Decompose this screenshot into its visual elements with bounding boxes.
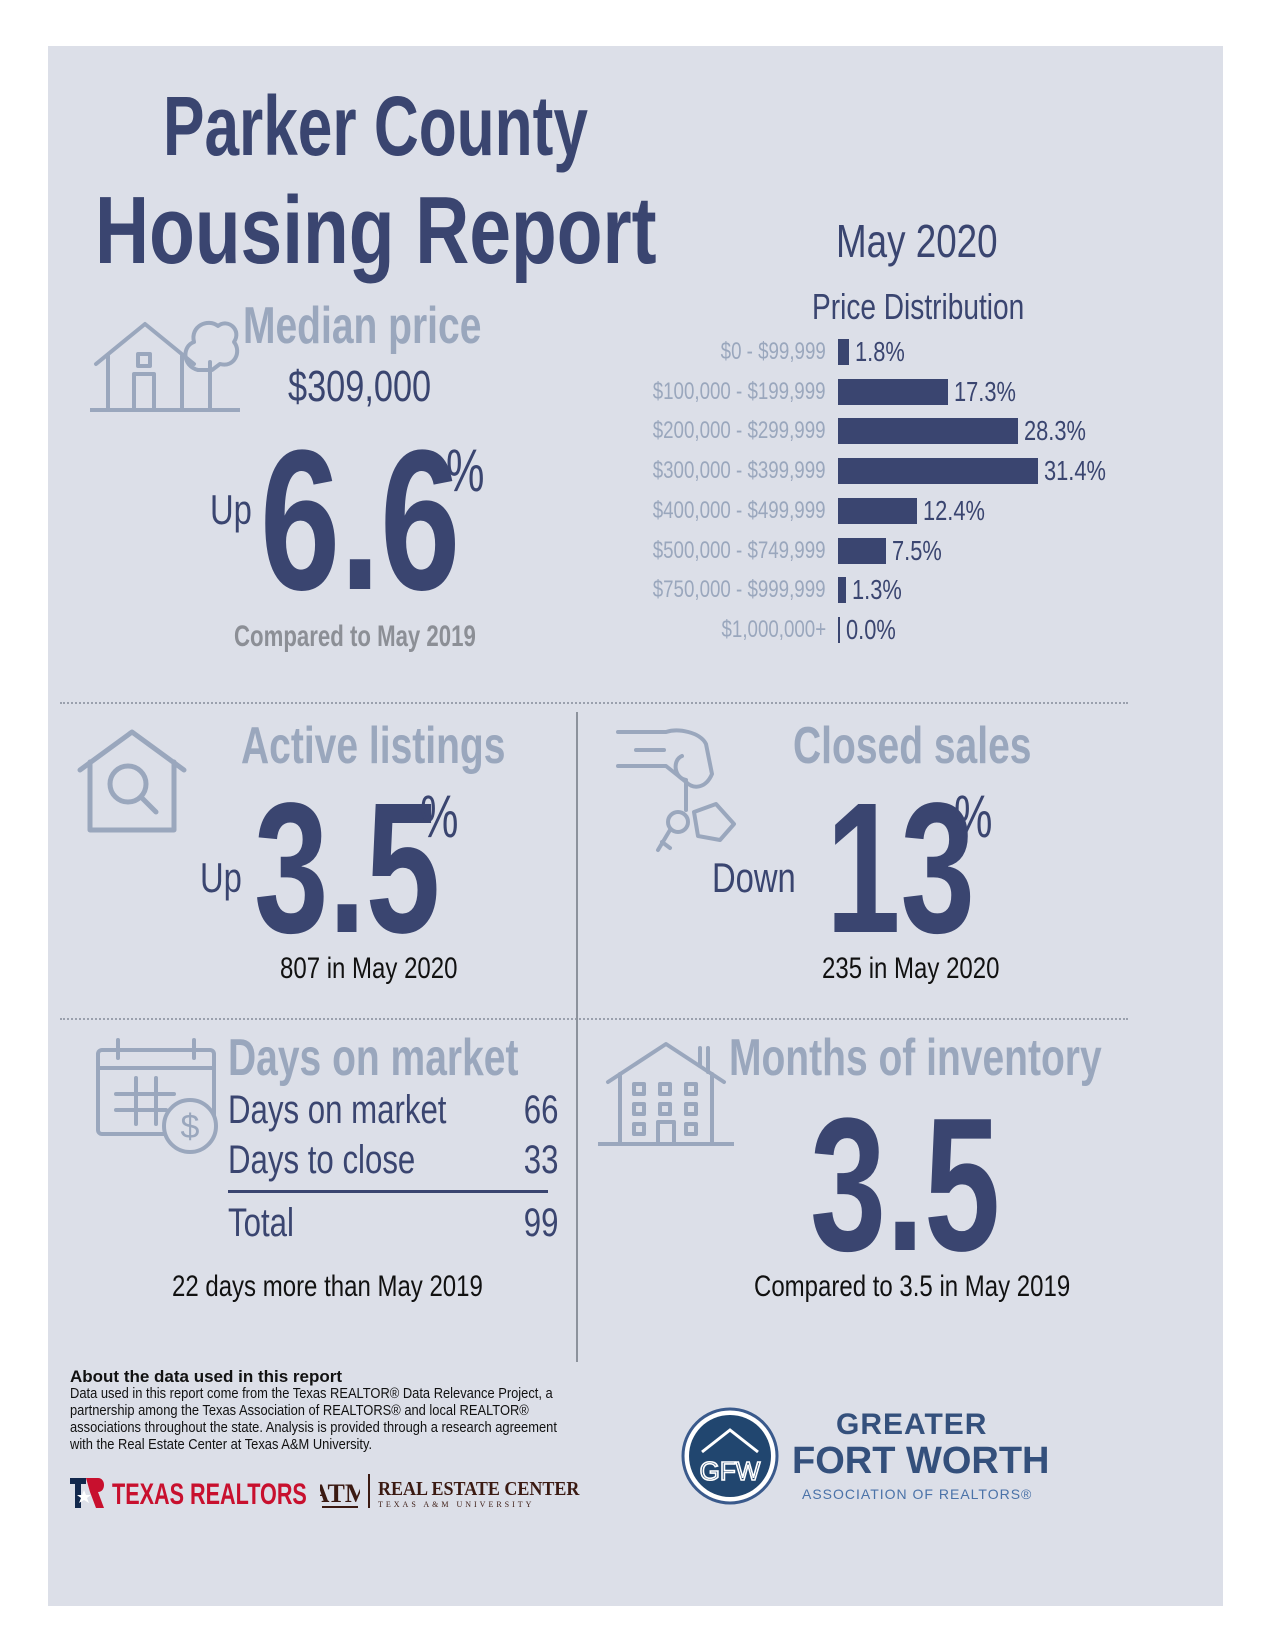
dom-row-value: 66: [523, 1088, 558, 1132]
price-bar: [838, 458, 1038, 485]
active-listings-heading: Active listings: [241, 717, 506, 775]
divider-vertical: [576, 712, 578, 1362]
days-on-market-heading: Days on market: [228, 1029, 519, 1087]
price-distribution-title: Price Distribution: [812, 286, 1025, 327]
price-bar: [838, 339, 850, 365]
price-bar: [838, 378, 949, 405]
calendar-dollar-icon: $: [96, 1038, 218, 1154]
total-rule: [228, 1190, 548, 1193]
gfw-fort-worth: FORT WORTH: [792, 1440, 1050, 1482]
apartment-building-icon: [598, 1042, 734, 1146]
price-bar-value-label: 1.8%: [855, 336, 906, 367]
dom-row-days-on-market: Days on market 66: [228, 1088, 558, 1133]
price-bar-category-label: $400,000 - $499,999: [653, 496, 826, 524]
svg-text:ATM: ATM: [320, 1479, 360, 1508]
price-bar: [838, 497, 917, 524]
price-bar: [838, 577, 847, 604]
active-percent-sign: %: [420, 783, 459, 850]
price-bar-value-label: 1.3%: [852, 574, 903, 606]
months-inventory-note: Compared to 3.5 in May 2019: [754, 1270, 1071, 1303]
price-bar-row: $200,000 - $299,999 28.3%: [653, 415, 1218, 447]
closed-sales-note: 235 in May 2020: [822, 952, 1000, 985]
price-bar-row: $100,000 - $199,999 17.3%: [653, 375, 1218, 407]
median-price-direction: Up: [210, 486, 252, 533]
dom-row-days-to-close: Days to close 33: [228, 1138, 558, 1183]
price-bar-category-label: $300,000 - $399,999: [653, 457, 826, 485]
texas-realtors-logo: TEXAS REALTORS: [70, 1474, 307, 1511]
price-bar: [838, 616, 840, 643]
divider-top: [60, 702, 1128, 704]
hand-keys-icon: [616, 728, 736, 852]
median-price-heading: Median price: [243, 297, 482, 355]
price-bar-category-label: $750,000 - $999,999: [653, 576, 826, 604]
active-listings-percent: 3.5: [254, 765, 441, 972]
price-bar-row: $750,000 - $999,999 1.3%: [653, 574, 1218, 606]
median-comparison: Compared to May 2019: [234, 620, 476, 653]
months-inventory-heading: Months of inventory: [729, 1029, 1102, 1087]
texas-realtors-text: TEXAS REALTORS: [112, 1478, 307, 1511]
rec-subtext: TEXAS A&M UNIVERSITY: [378, 1500, 535, 1509]
house-search-icon: [77, 729, 187, 833]
median-percent-sign: %: [446, 437, 485, 504]
closed-sales-direction: Down: [712, 854, 796, 901]
price-bar: [838, 537, 886, 564]
rec-text: REAL ESTATE CENTER: [378, 1478, 580, 1500]
dom-row-label: Days on market: [228, 1088, 447, 1132]
dom-row-total: Total 99: [228, 1201, 558, 1246]
gfw-mark: GFW: [700, 1456, 761, 1486]
days-on-market-note: 22 days more than May 2019: [172, 1270, 483, 1303]
report-title-line2: Housing Report: [95, 177, 657, 284]
dom-total-value: 99: [523, 1201, 558, 1245]
real-estate-center-logo: ATM REAL ESTATE CENTER TEXAS A&M UNIVERS…: [320, 1474, 580, 1512]
median-price-value: $309,000: [288, 362, 432, 411]
gfw-greater: GREATER: [836, 1408, 988, 1441]
price-bar-category-label: $0 - $99,999: [720, 338, 826, 365]
about-data-text: Data used in this report come from the T…: [70, 1385, 557, 1453]
price-bar-row: $500,000 - $749,999 7.5%: [653, 534, 1218, 566]
price-bar-value-label: 7.5%: [891, 534, 942, 566]
texas-realtors-mark-icon: [70, 1478, 104, 1508]
closed-percent-sign: %: [954, 783, 993, 850]
price-bar-category-label: $1,000,000+: [721, 615, 826, 643]
median-price-percent: 6.6: [260, 409, 461, 632]
price-bar-value-label: 17.3%: [954, 375, 1017, 407]
about-data-title: About the data used in this report: [70, 1367, 343, 1386]
price-bar-row: $400,000 - $499,999 12.4%: [653, 494, 1218, 526]
price-bar: [838, 418, 1019, 445]
price-bar-row: $1,000,000+ 0.0%: [658, 613, 1218, 645]
atm-mark-icon: ATM: [320, 1479, 360, 1508]
months-inventory-value: 3.5: [810, 1079, 1001, 1291]
logo-separator: [368, 1474, 370, 1508]
svg-text:$: $: [181, 1108, 200, 1146]
gfw-emblem-icon: GFW: [681, 1407, 779, 1505]
price-bar-value-label: 31.4%: [1044, 455, 1106, 487]
dom-row-label: Days to close: [228, 1138, 416, 1182]
divider-middle: [60, 1018, 1128, 1020]
price-bar-value-label: 28.3%: [1024, 415, 1087, 447]
report-card: Parker County Housing Report May 2020 Pr…: [48, 46, 1223, 1606]
price-bar-category-label: $200,000 - $299,999: [653, 417, 826, 445]
closed-sales-percent: 13: [826, 765, 975, 972]
closed-sales-heading: Closed sales: [793, 717, 1032, 775]
price-bar-category-label: $500,000 - $749,999: [653, 536, 826, 564]
report-title-line1: Parker County: [163, 79, 588, 173]
gfw-association: ASSOCIATION OF REALTORS®: [802, 1486, 1033, 1502]
active-listings-direction: Up: [200, 854, 242, 901]
price-bar-value-label: 0.0%: [846, 613, 896, 645]
price-bar-category-label: $100,000 - $199,999: [653, 377, 826, 405]
report-month: May 2020: [836, 215, 998, 267]
about-data-block: About the data used in this report Data …: [70, 1368, 570, 1453]
dom-row-value: 33: [523, 1138, 558, 1182]
price-bar-row: $300,000 - $399,999 31.4%: [653, 455, 1218, 487]
active-listings-note: 807 in May 2020: [280, 952, 458, 985]
price-bar-value-label: 12.4%: [922, 494, 985, 526]
house-tree-icon: [90, 320, 240, 412]
dom-total-label: Total: [228, 1201, 294, 1245]
price-bar-row: $0 - $99,999 1.8%: [658, 336, 1218, 367]
gfw-logo: GFW GREATER FORT WORTH ASSOCIATION OF RE…: [680, 1406, 1060, 1506]
